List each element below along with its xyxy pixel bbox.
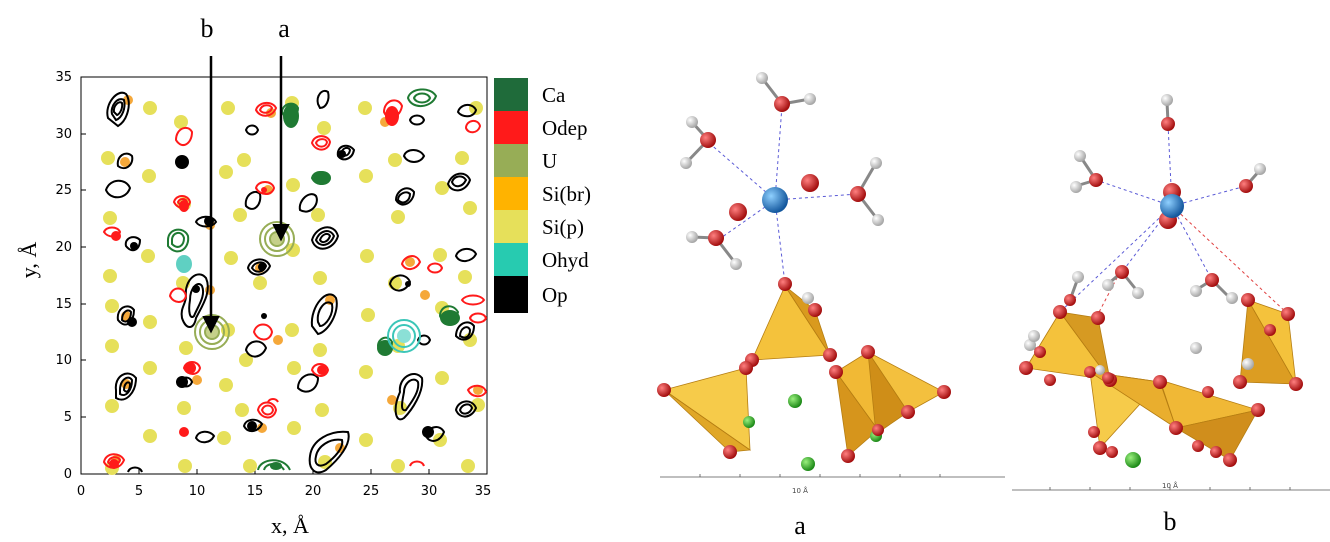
x-ticks bbox=[80, 469, 488, 474]
odep-contours bbox=[104, 100, 486, 467]
legend-label-u: U bbox=[542, 149, 557, 173]
y-ticks bbox=[81, 76, 86, 475]
legend-label-odep: Odep bbox=[542, 116, 588, 140]
y-tick-label: 25 bbox=[55, 183, 72, 198]
legend-swatch-ohyd bbox=[494, 243, 528, 276]
panel-label-a: a bbox=[794, 511, 806, 540]
legend-label-op: Op bbox=[542, 283, 568, 307]
scale-bar-b bbox=[1012, 487, 1330, 491]
op-filled bbox=[127, 150, 434, 438]
panel-label-b: b bbox=[1164, 507, 1177, 536]
density-contours bbox=[101, 89, 486, 475]
x-tick-label: 5 bbox=[135, 484, 143, 499]
legend-swatch-odep bbox=[494, 111, 528, 144]
legend-swatch-ca bbox=[494, 78, 528, 111]
y-tick-label: 35 bbox=[55, 70, 72, 85]
oxygen-atoms bbox=[657, 96, 951, 463]
odep-filled bbox=[109, 106, 399, 469]
legend-swatch-si-p bbox=[494, 210, 528, 243]
oxygen-atoms bbox=[1019, 117, 1303, 467]
structure-panel-a: 10 Å a bbox=[657, 72, 1005, 540]
hbond-lines bbox=[1095, 205, 1289, 319]
x-tick-labels: 0 5 10 15 20 25 30 35 bbox=[77, 484, 491, 499]
x-tick-label: 25 bbox=[363, 484, 380, 499]
structure-panel-b: 10 Å b bbox=[1012, 94, 1330, 536]
x-tick-label: 0 bbox=[77, 484, 85, 499]
hydrogen-atoms bbox=[1024, 94, 1266, 375]
x-tick-label: 35 bbox=[475, 484, 492, 499]
arrow-label-b: b bbox=[201, 14, 214, 43]
legend-swatch-op bbox=[494, 276, 528, 313]
legend-swatch-si-br bbox=[494, 177, 528, 210]
coordination-lines bbox=[707, 105, 859, 285]
density-map-panel: 0 5 10 15 20 25 30 35 0 5 10 15 20 25 30… bbox=[16, 14, 591, 538]
scale-label-a: 10 Å bbox=[792, 486, 808, 495]
hydrogen-atoms bbox=[680, 72, 884, 304]
ohyd-contours bbox=[176, 255, 420, 352]
silicate-tetrahedra bbox=[663, 285, 945, 457]
plot-frame bbox=[80, 76, 488, 475]
legend-label-ca: Ca bbox=[542, 83, 566, 107]
uranium-atom bbox=[1160, 194, 1184, 218]
ca-contours bbox=[168, 89, 458, 470]
ca-filled bbox=[270, 104, 460, 470]
x-axis-label: x, Å bbox=[271, 513, 309, 538]
scale-bar-a bbox=[660, 474, 1005, 478]
x-tick-label: 10 bbox=[189, 484, 206, 499]
y-axis-label: y, Å bbox=[16, 242, 41, 279]
y-tick-label: 5 bbox=[64, 410, 72, 425]
calcium-atom bbox=[1125, 452, 1141, 468]
legend-label-ohyd: Ohyd bbox=[542, 248, 589, 272]
legend: Ca Odep U Si(br) Si(p) Ohyd Op bbox=[494, 78, 591, 313]
y-tick-label: 0 bbox=[64, 467, 72, 482]
legend-label-si-br: Si(br) bbox=[542, 182, 591, 206]
coordination-lines bbox=[1059, 123, 1247, 313]
y-tick-label: 10 bbox=[55, 353, 72, 368]
x-tick-label: 30 bbox=[421, 484, 438, 499]
legend-label-si-p: Si(p) bbox=[542, 215, 584, 239]
annotation-arrows: b a bbox=[201, 14, 290, 334]
legend-swatch-u bbox=[494, 144, 528, 177]
y-tick-labels: 0 5 10 15 20 25 30 35 bbox=[55, 70, 72, 482]
x-tick-label: 15 bbox=[247, 484, 264, 499]
y-tick-label: 20 bbox=[55, 240, 72, 255]
y-tick-label: 30 bbox=[55, 127, 72, 142]
x-tick-label: 20 bbox=[305, 484, 322, 499]
y-tick-label: 15 bbox=[55, 297, 72, 312]
scale-label-b: 10 Å bbox=[1162, 481, 1178, 490]
arrow-label-a: a bbox=[278, 14, 290, 43]
uranium-atom bbox=[762, 187, 788, 213]
